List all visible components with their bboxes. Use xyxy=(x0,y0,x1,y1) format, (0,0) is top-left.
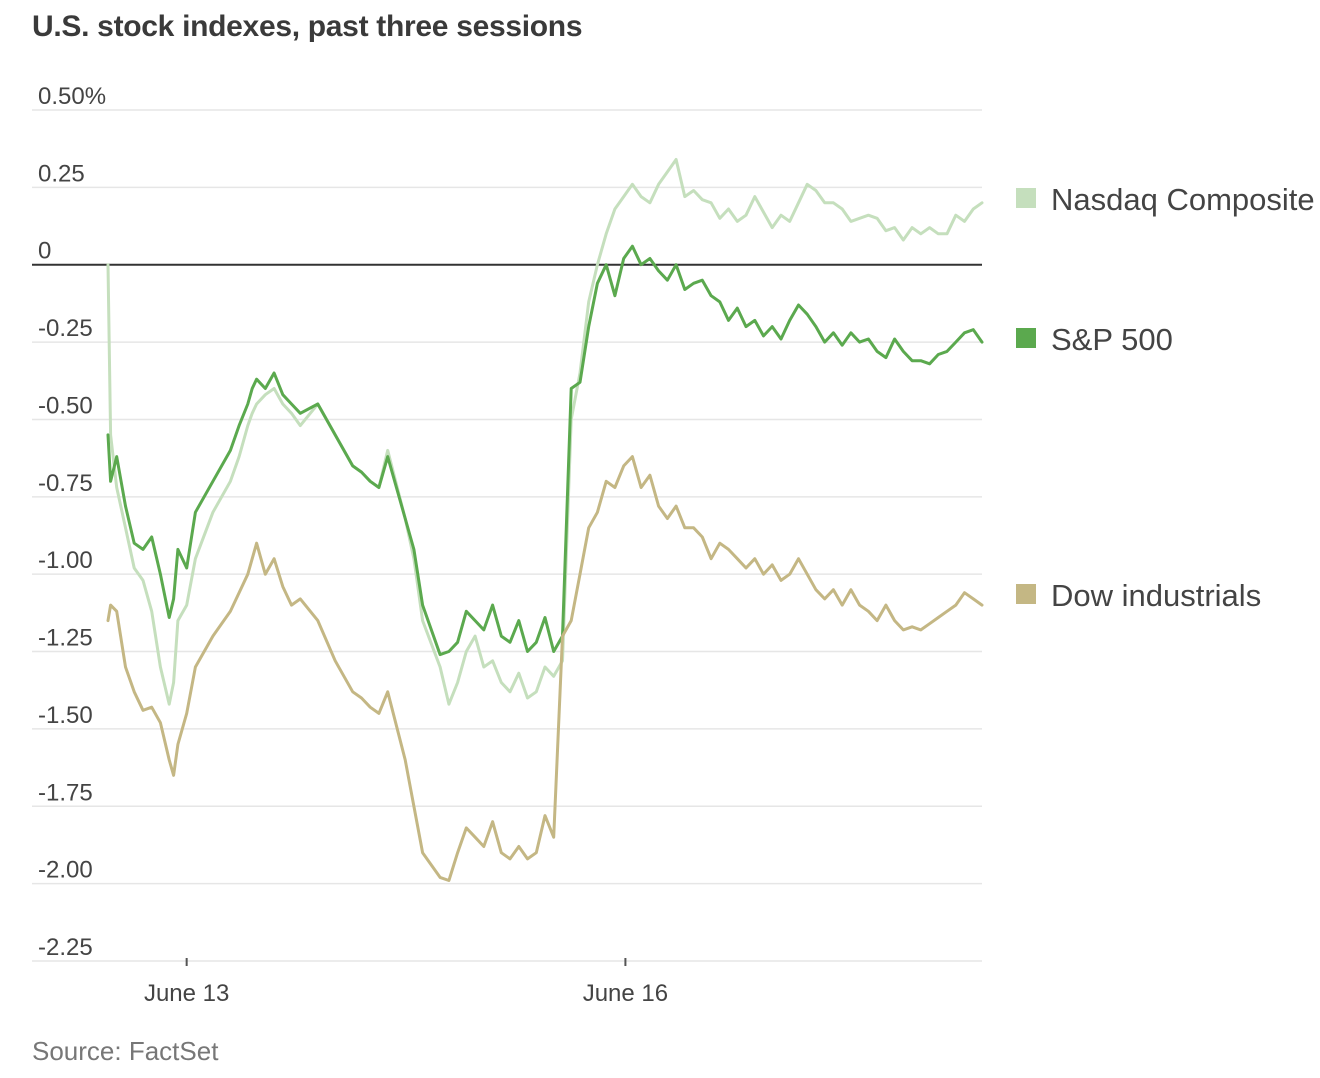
legend-label: Dow industrials xyxy=(1051,578,1261,613)
x-tick-label: June 16 xyxy=(583,980,668,1007)
y-tick-label: -0.25 xyxy=(38,315,93,342)
y-tick-label: -2.00 xyxy=(38,857,93,884)
y-axis-ticks: 0.50% 0.25 0 -0.25 -0.50 -0.75 -1.00 -1.25 -1.50… xyxy=(38,83,106,961)
legend: Nasdaq Composite S&P 500 Dow industrials xyxy=(1016,182,1315,613)
y-tick-label: 0.50% xyxy=(38,83,106,110)
y-tick-label: -2.25 xyxy=(38,934,93,961)
series-line-dow-industrials xyxy=(106,455,984,882)
legend-swatch xyxy=(1016,584,1036,604)
y-tick-label: 0 xyxy=(38,238,51,265)
y-tick-label: -1.50 xyxy=(38,702,93,729)
legend-swatch xyxy=(1016,188,1036,208)
legend-label: S&P 500 xyxy=(1051,322,1173,357)
y-tick-label: -1.00 xyxy=(38,547,93,574)
y-tick-label: 0.25 xyxy=(38,160,85,187)
series-lines xyxy=(106,158,984,882)
grid-lines xyxy=(32,109,982,962)
legend-swatch xyxy=(1016,328,1036,348)
chart-title: U.S. stock indexes, past three sessions xyxy=(32,10,583,43)
y-tick-label: -0.75 xyxy=(38,470,93,497)
x-tick-label: June 13 xyxy=(144,980,229,1007)
source-note: Source: FactSet xyxy=(32,1036,219,1066)
y-tick-label: -0.50 xyxy=(38,392,93,419)
y-tick-label: -1.75 xyxy=(38,779,93,806)
y-tick-label: -1.25 xyxy=(38,625,93,652)
x-axis-ticks: June 13 June 16 xyxy=(144,958,668,1007)
legend-label: Nasdaq Composite xyxy=(1051,182,1315,217)
